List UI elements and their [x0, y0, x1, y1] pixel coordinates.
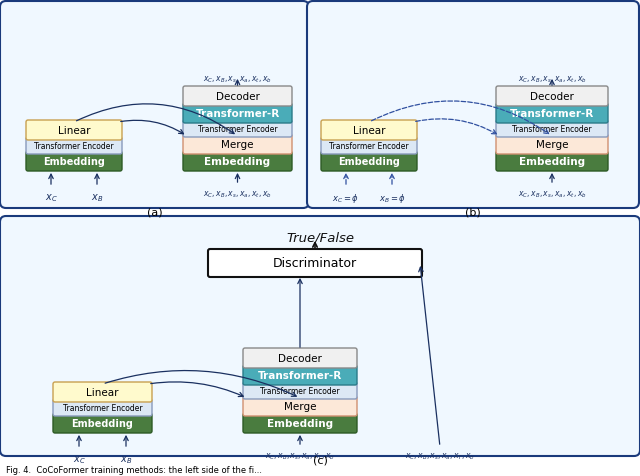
- FancyBboxPatch shape: [183, 152, 292, 172]
- Text: Embedding: Embedding: [43, 157, 105, 167]
- FancyBboxPatch shape: [243, 365, 357, 385]
- Text: Decoder: Decoder: [530, 92, 574, 102]
- Text: Transformer Encoder: Transformer Encoder: [512, 125, 592, 134]
- FancyBboxPatch shape: [496, 121, 608, 138]
- Text: Linear: Linear: [86, 387, 119, 397]
- Text: $x_C, x_B, x_s, x_a, x_t, x_b$: $x_C, x_B, x_s, x_a, x_t, x_b$: [518, 189, 586, 200]
- Text: $x_C = \phi$: $x_C = \phi$: [332, 192, 360, 205]
- FancyBboxPatch shape: [0, 217, 640, 456]
- Text: Embedding: Embedding: [267, 418, 333, 428]
- FancyBboxPatch shape: [321, 152, 417, 172]
- FancyBboxPatch shape: [496, 152, 608, 172]
- Text: Linear: Linear: [58, 126, 90, 136]
- FancyBboxPatch shape: [0, 2, 309, 208]
- Text: Embedding: Embedding: [519, 157, 585, 167]
- Text: Merge: Merge: [536, 140, 568, 149]
- FancyBboxPatch shape: [183, 87, 292, 107]
- Text: Transformer Encoder: Transformer Encoder: [329, 142, 409, 151]
- FancyBboxPatch shape: [26, 152, 122, 172]
- FancyBboxPatch shape: [243, 348, 357, 368]
- Text: Embedding: Embedding: [72, 418, 133, 428]
- Text: $x_B = \phi$: $x_B = \phi$: [378, 192, 406, 205]
- FancyBboxPatch shape: [183, 121, 292, 138]
- FancyBboxPatch shape: [496, 87, 608, 107]
- Text: $x_C, x_B, x_s, x_a, x_t, x_b$: $x_C, x_B, x_s, x_a, x_t, x_b$: [518, 74, 586, 85]
- FancyBboxPatch shape: [321, 121, 417, 141]
- FancyBboxPatch shape: [53, 382, 152, 402]
- FancyBboxPatch shape: [243, 382, 357, 399]
- FancyBboxPatch shape: [243, 396, 357, 416]
- Text: (a): (a): [147, 208, 163, 218]
- Text: Merge: Merge: [284, 401, 316, 411]
- Text: $x_C, x_B, x_s, x_a, x_T, x_b$: $x_C, x_B, x_s, x_a, x_T, x_b$: [405, 451, 475, 462]
- FancyBboxPatch shape: [53, 413, 152, 433]
- Text: Transformer Encoder: Transformer Encoder: [63, 403, 142, 412]
- Text: $x_C$: $x_C$: [73, 453, 85, 465]
- Text: Merge: Merge: [221, 140, 253, 149]
- Text: $x_C, x_B, x_s, x_a, x_t, x_b$: $x_C, x_B, x_s, x_a, x_t, x_b$: [203, 189, 272, 200]
- Text: $x_C, x_B, x_s, x_a, x_t, x_b$: $x_C, x_B, x_s, x_a, x_t, x_b$: [203, 74, 272, 85]
- Text: Transformer Encoder: Transformer Encoder: [198, 125, 277, 134]
- Text: Decoder: Decoder: [278, 353, 322, 363]
- FancyBboxPatch shape: [243, 413, 357, 433]
- FancyBboxPatch shape: [183, 104, 292, 124]
- FancyBboxPatch shape: [307, 2, 639, 208]
- Text: $x_B$: $x_B$: [120, 453, 132, 465]
- Text: Transformer Encoder: Transformer Encoder: [260, 386, 340, 395]
- FancyBboxPatch shape: [26, 121, 122, 141]
- Text: Embedding: Embedding: [338, 157, 400, 167]
- Text: (c): (c): [312, 455, 328, 465]
- Text: Transformer-R: Transformer-R: [258, 370, 342, 380]
- FancyBboxPatch shape: [496, 135, 608, 155]
- FancyBboxPatch shape: [26, 138, 122, 155]
- Text: Transformer-R: Transformer-R: [510, 109, 594, 119]
- Text: $x_B$: $x_B$: [91, 192, 103, 203]
- Text: Linear: Linear: [353, 126, 385, 136]
- Text: (b): (b): [465, 208, 481, 218]
- Text: $x_C, x_B, x_s, x_a, x_T, x_b$: $x_C, x_B, x_s, x_a, x_T, x_b$: [265, 451, 335, 462]
- FancyBboxPatch shape: [496, 104, 608, 124]
- Text: Embedding: Embedding: [204, 157, 271, 167]
- Text: Transformer-R: Transformer-R: [195, 109, 280, 119]
- FancyBboxPatch shape: [321, 138, 417, 155]
- FancyBboxPatch shape: [208, 249, 422, 278]
- FancyBboxPatch shape: [183, 135, 292, 155]
- Text: $x_C$: $x_C$: [45, 192, 58, 203]
- Text: True/False: True/False: [286, 231, 354, 245]
- Text: Decoder: Decoder: [216, 92, 259, 102]
- FancyBboxPatch shape: [53, 399, 152, 416]
- Text: Discriminator: Discriminator: [273, 257, 357, 270]
- Text: Fig. 4.  CoCoFormer training methods: the left side of the fi...: Fig. 4. CoCoFormer training methods: the…: [6, 465, 262, 474]
- Text: Transformer Encoder: Transformer Encoder: [34, 142, 114, 151]
